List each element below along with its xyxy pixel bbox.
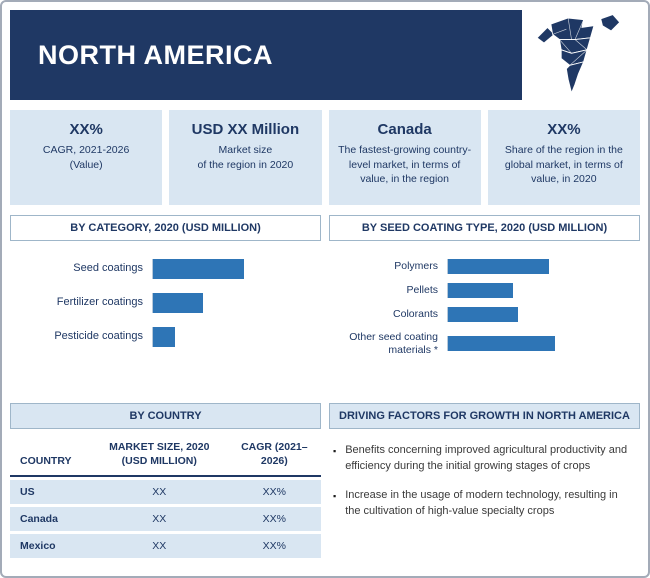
table-header-row: COUNTRY MARKET SIZE, 2020 (USD MILLION) …	[10, 436, 321, 478]
map-panel	[522, 10, 640, 100]
header-banner: NORTH AMERICA	[10, 10, 640, 100]
bullet-icon: ▪	[333, 446, 337, 456]
chart-panel-category: BY CATEGORY, 2020 (USD MILLION) Seed coa…	[10, 215, 321, 393]
bar-row: Pesticide coatings	[10, 327, 317, 347]
bullet-text: Benefits concerning improved agricultura…	[345, 444, 628, 472]
stat-headline: USD XX Million	[191, 121, 300, 138]
bar	[448, 259, 550, 274]
bullet-text: Increase in the usage of modern technolo…	[345, 488, 618, 517]
charts-row: BY CATEGORY, 2020 (USD MILLION) Seed coa…	[10, 215, 640, 393]
bar-row: Colorants	[329, 307, 636, 322]
driving-factors-panel: DRIVING FACTORS FOR GROWTH IN NORTH AMER…	[329, 403, 640, 568]
stat-card-row: XX% CAGR, 2021-2026 (Value) USD XX Milli…	[10, 110, 640, 205]
bar-label: Seed coatings	[73, 262, 143, 275]
bar	[448, 336, 555, 352]
cell-country: Canada	[10, 507, 91, 532]
bar-track	[152, 293, 317, 313]
bar	[153, 259, 244, 279]
cell-market-size: XX	[90, 480, 228, 505]
cell-country: Mexico	[10, 534, 91, 559]
bar-chart-category: Seed coatings Fertilizer coatings Pestic…	[10, 241, 321, 393]
column-header-cagr: CAGR (2021–2026)	[227, 436, 321, 478]
bar-track	[152, 259, 317, 279]
stat-subtext: Share of the region in the global market…	[504, 144, 623, 186]
bullet-icon: ▪	[333, 490, 337, 501]
title-band: NORTH AMERICA	[10, 10, 522, 100]
cell-cagr: XX%	[227, 507, 321, 532]
list-item: ▪ Benefits concerning improved agricultu…	[333, 443, 632, 475]
north-america-map-icon	[536, 14, 621, 94]
column-header-market-size: MARKET SIZE, 2020 (USD MILLION)	[90, 436, 228, 478]
cell-market-size: XX	[90, 534, 228, 559]
stat-card-fastest-country: Canada The fastest-growing country-level…	[328, 110, 481, 205]
country-table-panel: BY COUNTRY COUNTRY MARKET SIZE, 2020 (US…	[10, 403, 321, 568]
stat-card-cagr: XX% CAGR, 2021-2026 (Value)	[10, 110, 163, 205]
bar-label: Fertilizer coatings	[56, 296, 143, 309]
stat-subtext: The fastest-growing country-level market…	[338, 144, 472, 186]
stat-subtext: Market size	[218, 144, 273, 156]
panel-title: BY CATEGORY, 2020 (USD MILLION)	[10, 215, 321, 241]
cell-cagr: XX%	[227, 480, 321, 505]
bottom-row: BY COUNTRY COUNTRY MARKET SIZE, 2020 (US…	[10, 403, 640, 568]
stat-subtext: of the region in 2020	[197, 158, 294, 171]
stat-subtext: (Value)	[69, 158, 103, 171]
stat-headline: XX%	[69, 121, 103, 138]
bar-track	[447, 307, 636, 322]
table-row-canada: Canada XX XX%	[10, 507, 321, 532]
table-row-us: US XX XX%	[10, 480, 321, 505]
country-table: COUNTRY MARKET SIZE, 2020 (USD MILLION) …	[10, 433, 321, 561]
cell-market-size: XX	[90, 507, 228, 532]
stat-subtext: CAGR, 2021-2026	[42, 144, 130, 156]
stat-card-global-share: XX% Share of the region in the global ma…	[487, 110, 640, 205]
bar	[448, 307, 519, 322]
stat-headline: Canada	[377, 121, 432, 138]
bar-chart-seed-coating-type: Polymers Pellets Colorants	[329, 241, 640, 393]
bar-label: Pellets	[406, 284, 438, 297]
bullet-list: ▪ Benefits concerning improved agricultu…	[329, 429, 640, 520]
bar-label: Polymers	[394, 260, 438, 273]
cell-country: US	[10, 480, 91, 505]
bar-track	[447, 259, 636, 274]
bar	[153, 327, 175, 347]
bar-label: Colorants	[393, 308, 438, 321]
stat-card-market-size: USD XX Million Market size of the region…	[169, 110, 322, 205]
bar-row: Fertilizer coatings	[10, 293, 317, 313]
cell-cagr: XX%	[227, 534, 321, 559]
bar-label: Pesticide coatings	[54, 330, 143, 343]
page-title: NORTH AMERICA	[38, 39, 273, 70]
bar-track	[447, 336, 636, 352]
bar-track	[152, 327, 317, 347]
panel-title: BY COUNTRY	[10, 403, 321, 429]
bar	[153, 293, 203, 313]
panel-title: BY SEED COATING TYPE, 2020 (USD MILLION)	[329, 215, 640, 241]
panel-title: DRIVING FACTORS FOR GROWTH IN NORTH AMER…	[329, 403, 640, 429]
bar-row: Polymers	[329, 259, 636, 274]
stat-headline: XX%	[547, 121, 581, 138]
table-row-mexico: Mexico XX XX%	[10, 534, 321, 559]
chart-panel-seed-coating-type: BY SEED COATING TYPE, 2020 (USD MILLION)…	[329, 215, 640, 393]
bar	[448, 283, 514, 298]
bar-track	[447, 283, 636, 298]
list-item: ▪ Increase in the usage of modern techno…	[333, 488, 632, 520]
bar-label: Other seed coating materials *	[349, 331, 438, 356]
bar-row: Seed coatings	[10, 259, 317, 279]
bar-row: Other seed coating materials *	[329, 331, 636, 356]
column-header-country: COUNTRY	[10, 436, 91, 478]
bar-row: Pellets	[329, 283, 636, 298]
